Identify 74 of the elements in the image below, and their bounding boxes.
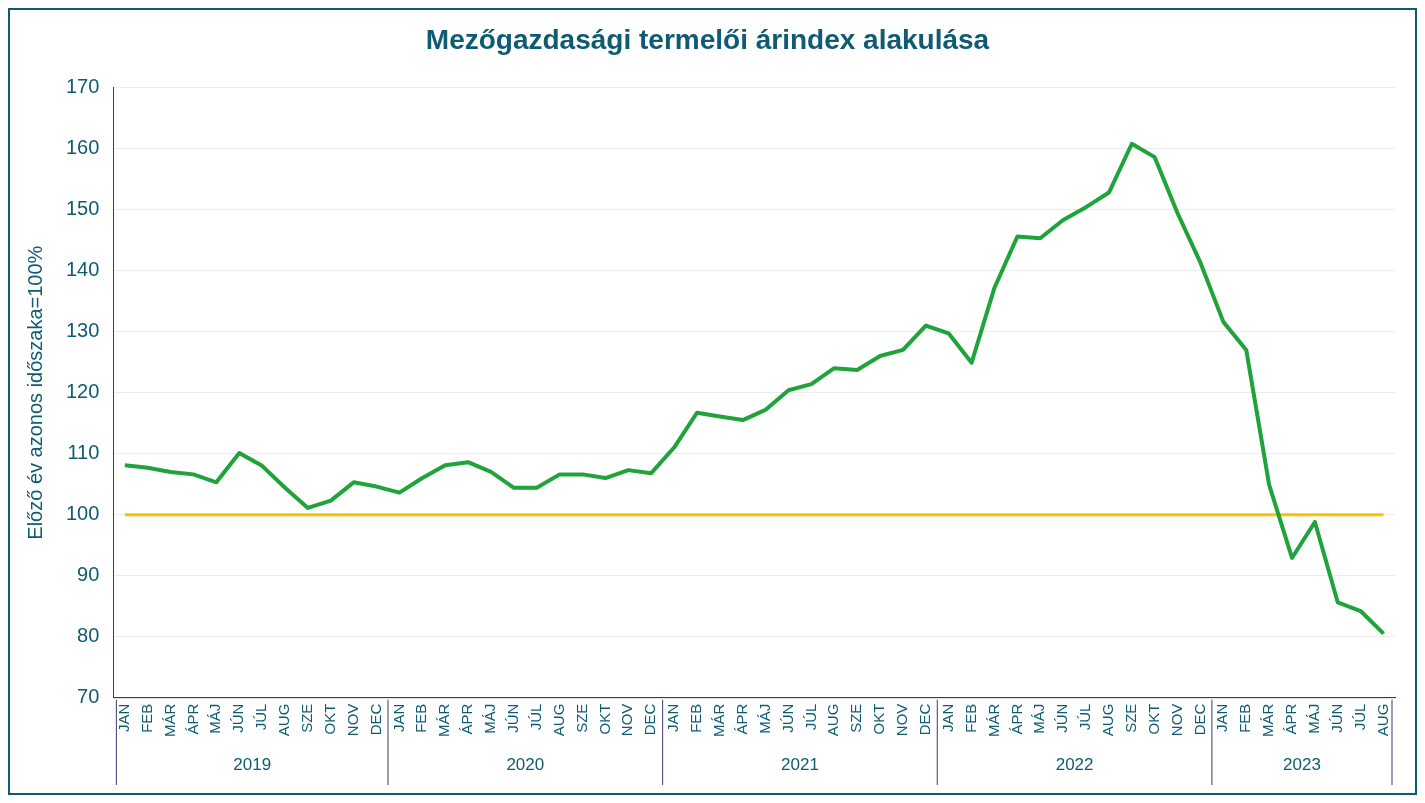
text: 2023: [1283, 754, 1321, 774]
x-tick-label: JÚL: [252, 703, 270, 731]
x-tick-label: DEC: [641, 703, 659, 736]
x-tick-label: MÁJ: [755, 703, 773, 734]
x-tick-label: JAN: [664, 703, 682, 733]
x-tick-label: FEB: [1236, 703, 1254, 733]
x-tick-label: FEB: [687, 703, 705, 733]
x-tick-label: AUG: [1373, 703, 1391, 737]
x-tick-label: JAN: [1213, 703, 1231, 733]
x-tick-label: JÚL: [801, 703, 819, 731]
x-tick-label: FEB: [137, 703, 155, 733]
x-tick-label: SZE: [298, 703, 316, 733]
x-tick-label: JÚN: [1053, 703, 1071, 733]
x-tick-label: ÁPR: [1007, 703, 1025, 735]
x-tick-label: JÚL: [526, 703, 544, 731]
x-tick-label: JÚN: [229, 703, 247, 733]
x-tick-label: JAN: [938, 703, 956, 733]
x-tick-label: MÁR: [435, 703, 453, 738]
y-tick-label: 70: [77, 685, 100, 708]
x-tick-label: AUG: [549, 703, 567, 737]
x-tick-label: MÁR: [984, 703, 1002, 738]
text: 2021: [781, 754, 819, 774]
y-tick-label: 130: [65, 319, 100, 342]
x-tick-label: MÁJ: [481, 703, 499, 734]
x-tick-label: JÚN: [778, 703, 796, 733]
x-tick-label: SZE: [1121, 703, 1139, 733]
x-tick-label: DEC: [1190, 703, 1208, 736]
x-tick-label: JAN: [389, 703, 407, 733]
text: 2019: [233, 754, 272, 774]
x-tick-label: MÁJ: [206, 703, 224, 734]
x-tick-label: JÚL: [1076, 703, 1094, 731]
x-tick-label: JÚN: [1327, 703, 1345, 733]
x-tick-label: DEC: [915, 703, 933, 736]
x-tick-label: ÁPR: [183, 703, 201, 735]
x-tick-label: NOV: [893, 703, 911, 737]
x-tick-label: MÁR: [1259, 703, 1277, 738]
text: 2022: [1055, 754, 1094, 774]
x-tick-label: AUG: [275, 703, 293, 737]
text: 2020: [506, 754, 545, 774]
y-tick-label: 80: [77, 624, 100, 647]
x-tick-label: JAN: [114, 703, 132, 733]
x-tick-label: AUG: [1099, 703, 1117, 737]
x-tick-label: SZE: [847, 703, 865, 733]
x-tick-label: MÁJ: [1030, 703, 1048, 734]
x-tick-label: JÚL: [1350, 703, 1368, 731]
x-tick-label: DEC: [366, 703, 384, 736]
x-tick-label: ÁPR: [732, 703, 750, 735]
x-tick-label: FEB: [961, 703, 979, 733]
chart-title: Mezőgazdasági termelői árindex alakulása: [425, 23, 990, 55]
y-tick-label: 140: [65, 258, 100, 281]
x-tick-label: FEB: [412, 703, 430, 733]
x-tick-label: NOV: [343, 703, 361, 737]
x-tick-label: ÁPR: [1282, 703, 1300, 735]
x-tick-label: AUG: [824, 703, 842, 737]
x-tick-label: MÁR: [160, 703, 178, 738]
x-tick-label: NOV: [618, 703, 636, 737]
x-tick-label: OKT: [595, 703, 613, 735]
x-tick-label: NOV: [1167, 703, 1185, 737]
x-tick-label: JÚN: [504, 703, 522, 733]
y-tick-label: 90: [77, 563, 100, 586]
y-tick-label: 160: [65, 136, 100, 159]
x-tick-label: ÁPR: [458, 703, 476, 735]
x-tick-label: OKT: [870, 703, 888, 735]
y-tick-label: 110: [67, 441, 100, 464]
y-tick-label: 170: [65, 75, 100, 98]
y-tick-label: 120: [65, 380, 100, 403]
y-axis-title: Előző év azonos időszaka=100%: [23, 245, 46, 540]
x-tick-label: MÁJ: [1305, 703, 1323, 734]
x-tick-label: SZE: [572, 703, 590, 733]
x-tick-label: OKT: [1144, 703, 1162, 735]
y-tick-label: 100: [65, 502, 100, 525]
y-tick-label: 150: [65, 197, 100, 220]
x-tick-label: OKT: [320, 703, 338, 735]
x-tick-label: MÁR: [710, 703, 727, 738]
